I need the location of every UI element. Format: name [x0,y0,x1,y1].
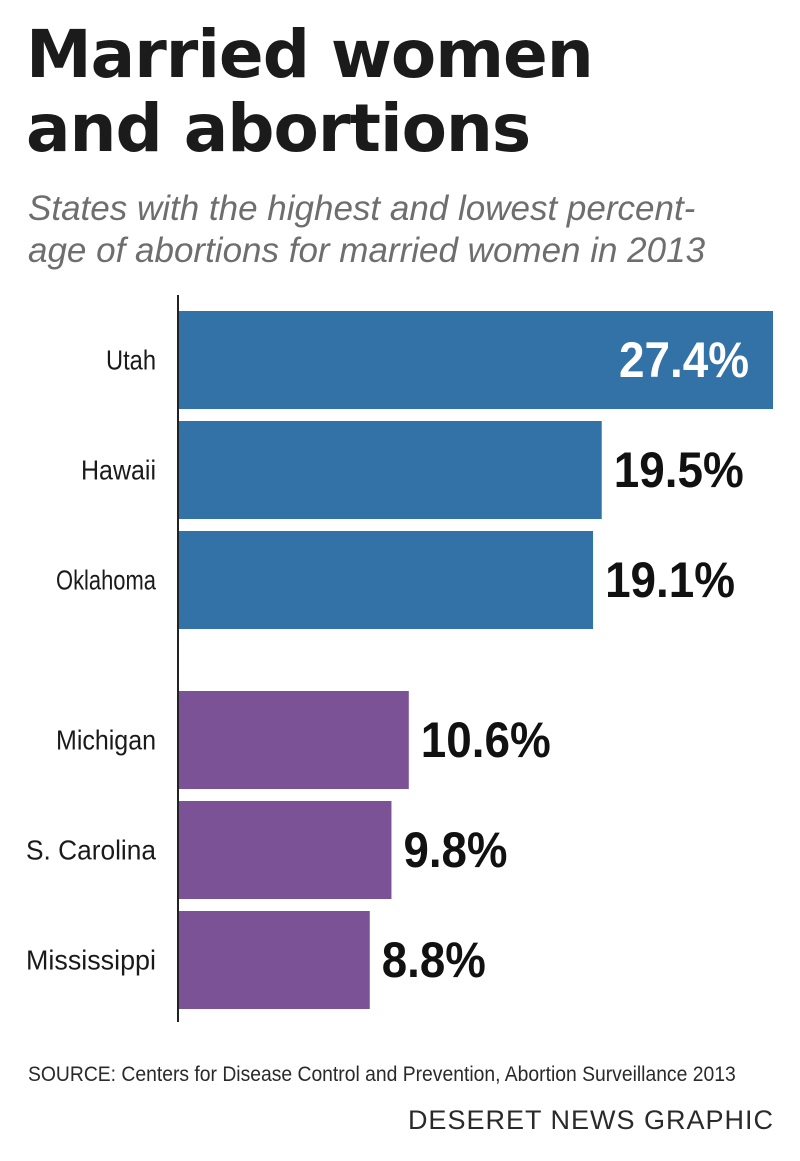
subtitle-line-1: States with the highest and lowest perce… [28,189,696,228]
graphic-credit: DESERET NEWS GRAPHIC [407,1105,774,1135]
category-label: Utah [106,345,156,376]
bar-s-carolina [179,801,392,899]
subtitle-line-2: age of abortions for married women in 20… [28,231,706,270]
data-label: 19.5% [614,442,744,498]
bar-oklahoma [179,531,594,629]
category-label: Mississippi [26,945,156,976]
bar-michigan [179,691,409,789]
category-label: S. Carolina [26,835,156,866]
bar-utah [179,311,773,409]
category-label: Michigan [56,725,156,756]
title-line-1: Married women [26,16,594,93]
data-label: 27.4% [619,332,749,388]
bar-mississippi [179,911,370,1009]
data-label: 10.6% [421,712,551,768]
source-note: SOURCE: Centers for Disease Control and … [28,1063,736,1086]
data-label: 19.1% [605,552,735,608]
bars-group: Utah 27.4% Hawaii 19.5% Oklahoma 19.1% Michiga… [26,311,773,1009]
bar-hawaii [179,421,602,519]
data-label: 9.8% [403,822,507,878]
category-label: Oklahoma [56,565,156,596]
title-line-2: and abortions [26,90,531,167]
chart-subtitle: States with the highest and lowest perce… [28,188,778,272]
chart-title: Married women and abortions [26,18,786,166]
data-label: 8.8% [382,932,486,988]
category-label: Hawaii [81,455,156,486]
